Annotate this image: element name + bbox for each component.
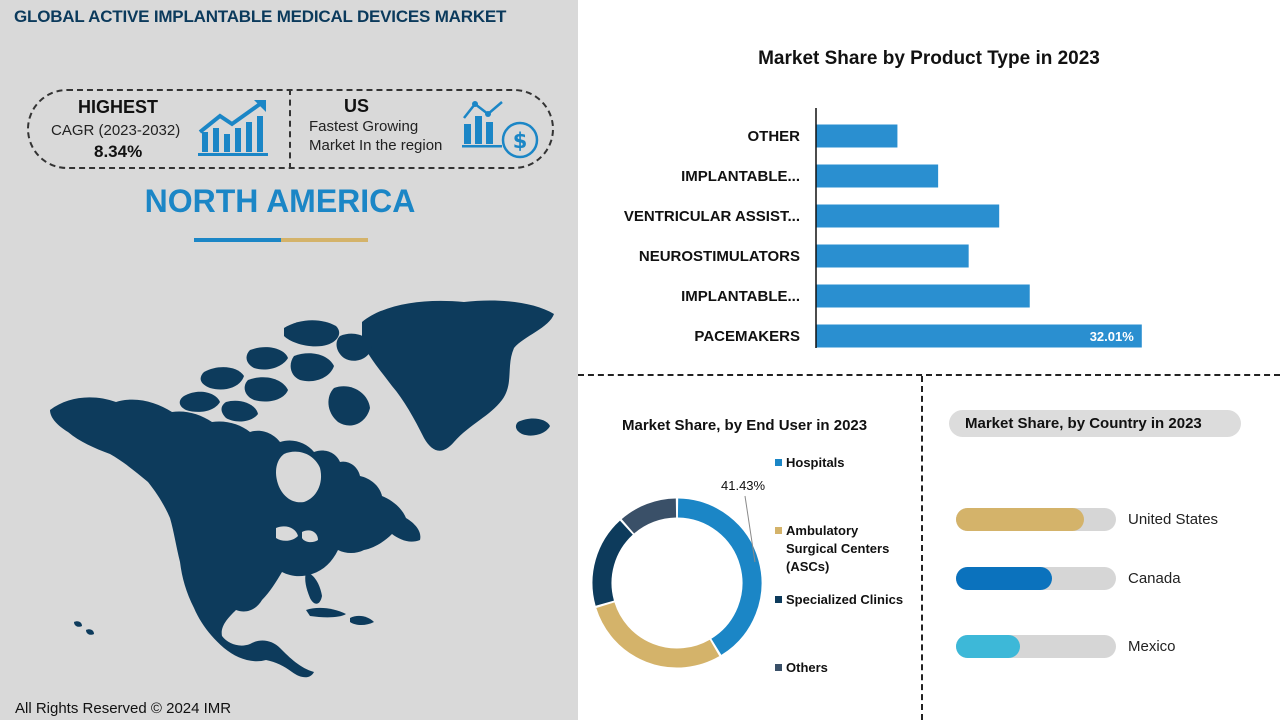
- vertical-divider: [921, 376, 923, 720]
- product-bar: [816, 324, 1142, 348]
- donut-segment: [596, 602, 720, 668]
- legend-hospitals: Hospitals: [775, 454, 916, 472]
- donut-label-leader: [744, 495, 756, 563]
- product-bar: [816, 244, 969, 268]
- legend-others: Others: [775, 659, 916, 677]
- donut-segment: [621, 498, 677, 534]
- product-category-label: IMPLANTABLE...: [681, 168, 800, 185]
- country-bar-track: [956, 508, 1116, 531]
- region-title: NORTH AMERICA: [144, 183, 416, 219]
- product-bar: [816, 284, 1030, 308]
- hospitals-data-label: 41.43%: [721, 478, 766, 493]
- product-bar: [816, 204, 1000, 228]
- stats-divider: [289, 89, 291, 169]
- horizontal-divider: [578, 374, 1280, 376]
- cagr-value: 8.34%: [94, 142, 143, 161]
- divider-blue: [194, 238, 281, 242]
- product-type-bar-chart: OTHER IMPLANTABLE... VENTRICULAR ASSIST...…: [624, 108, 1142, 348]
- page-title: GLOBAL ACTIVE IMPLANTABLE MEDICAL DEVICE…: [14, 7, 507, 26]
- legend-ascs: Ambulatory Surgical Centers (ASCs): [775, 522, 901, 576]
- product-category-label: VENTRICULAR ASSIST...: [624, 208, 800, 225]
- product-bar-data-label: 32.01%: [1090, 329, 1135, 344]
- country-label-united-states: United States: [1128, 511, 1219, 528]
- dollar-growth-icon: $: [462, 101, 539, 159]
- country-bar-track: [956, 567, 1116, 590]
- growth-chart-icon: [198, 100, 268, 156]
- end-user-chart-title: Market Share, by End User in 2023: [622, 417, 868, 434]
- country-label-canada: Canada: [1128, 570, 1181, 587]
- highest-label: HIGHEST: [78, 97, 159, 117]
- country-chart-title: Market Share, by Country in 2023: [949, 410, 1241, 437]
- cagr-period: CAGR (2023-2032): [51, 122, 181, 139]
- country-bar-mexico: [956, 635, 1020, 658]
- country-bar-canada: [956, 567, 1052, 590]
- product-bar: [816, 164, 939, 188]
- country-bar-track: [956, 635, 1116, 658]
- product-category-label: OTHER: [748, 128, 801, 145]
- us-line2: Market In the region: [309, 137, 443, 154]
- us-label: US: [344, 96, 370, 116]
- donut-segment: [677, 498, 762, 655]
- product-category-label: NEUROSTIMULATORS: [639, 248, 800, 265]
- us-line1: Fastest Growing: [309, 118, 419, 135]
- country-bar-united-states: [956, 508, 1084, 531]
- divider-gold: [281, 238, 368, 242]
- product-category-label: IMPLANTABLE...: [681, 288, 800, 305]
- legend-swatch: [775, 596, 782, 603]
- country-label-mexico: Mexico: [1128, 638, 1176, 655]
- legend-swatch: [775, 459, 782, 466]
- product-chart-title: Market Share by Product Type in 2023: [758, 48, 1100, 69]
- product-category-label: PACEMAKERS: [694, 328, 800, 345]
- svg-text:$: $: [513, 129, 528, 153]
- end-user-donut-chart: [592, 498, 762, 668]
- legend-specialized-clinics: Specialized Clinics: [775, 591, 916, 609]
- copyright-footer: All Rights Reserved © 2024 IMR: [15, 700, 232, 717]
- product-bar: [816, 124, 898, 148]
- north-america-map: [50, 300, 554, 678]
- legend-swatch: [775, 527, 782, 534]
- legend-swatch: [775, 664, 782, 671]
- donut-segment: [592, 520, 634, 606]
